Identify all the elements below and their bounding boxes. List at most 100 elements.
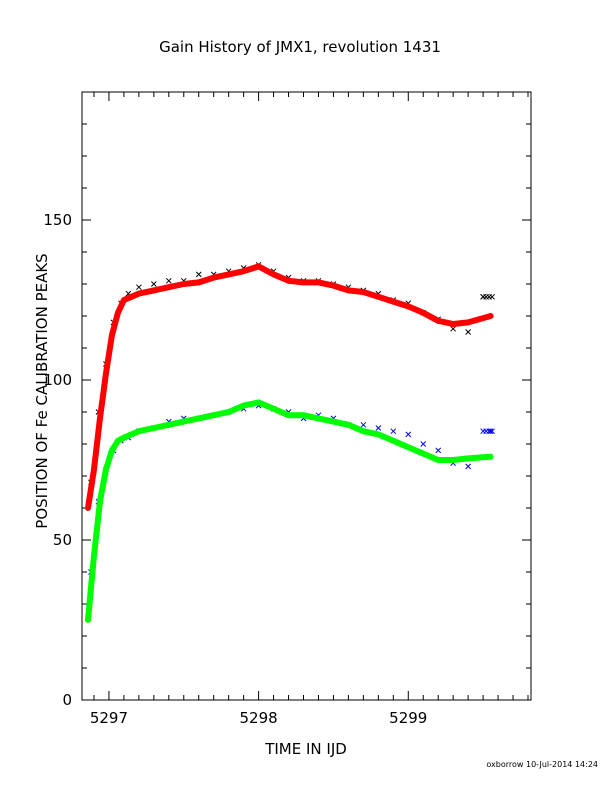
- data-point: [90, 553, 97, 559]
- data-point: [195, 271, 202, 278]
- data-point: [300, 279, 307, 286]
- series-1: [84, 263, 494, 511]
- y-tick-label: 100: [43, 371, 72, 389]
- data-point: [300, 412, 307, 419]
- plot-frame: [81, 91, 532, 701]
- data-point: [195, 415, 202, 422]
- chart-title: Gain History of JMX1, revolution 1431: [159, 38, 441, 56]
- data-point: [465, 463, 471, 470]
- data-point: [489, 428, 495, 435]
- y-axis-label: POSITION OF Fe CALIBRATION PEAKS: [33, 253, 51, 528]
- plot-area: [84, 261, 495, 623]
- data-point: [435, 317, 442, 324]
- data-point: [240, 268, 247, 275]
- data-point: [330, 418, 337, 425]
- data-point: [487, 313, 494, 319]
- data-point: [345, 287, 352, 294]
- data-point: [360, 428, 367, 435]
- data-point: [487, 428, 494, 435]
- footer-timestamp: oxborrow 10-Jul-2014 14:24: [486, 760, 598, 769]
- data-point: [390, 437, 397, 444]
- data-point: [330, 282, 337, 289]
- data-point: [465, 319, 472, 326]
- series-line: [84, 263, 494, 511]
- data-point: [225, 409, 232, 415]
- x-axis-label: TIME IN IJD: [264, 740, 347, 758]
- data-point: [487, 453, 494, 460]
- data-point: [108, 332, 115, 339]
- y-tick-label: 50: [53, 531, 72, 549]
- data-point: [96, 415, 103, 422]
- y-tick-label: 0: [62, 691, 72, 709]
- x-tick-label: 5299: [389, 709, 427, 727]
- data-point: [405, 444, 412, 451]
- x-tick-label: 5297: [90, 709, 128, 727]
- data-point: [450, 325, 457, 332]
- data-point: [165, 421, 172, 428]
- data-point: [165, 284, 172, 291]
- data-point: [375, 431, 382, 438]
- data-point: [225, 271, 232, 278]
- data-point: [390, 428, 397, 435]
- data-point: [390, 298, 397, 305]
- data-point: [435, 447, 442, 454]
- data-point: [150, 281, 157, 287]
- data-point: [102, 466, 109, 473]
- data-point: [435, 457, 442, 463]
- data-point: [375, 425, 382, 431]
- series-5: [480, 428, 495, 435]
- data-point: [420, 309, 427, 316]
- series-3: [84, 399, 494, 623]
- data-point: [84, 505, 91, 511]
- data-point: [210, 274, 217, 281]
- data-point: [136, 284, 142, 291]
- data-point: [285, 277, 292, 284]
- data-point: [165, 277, 172, 284]
- axes: 0 50 100 150 5297 5298 5299: [43, 91, 531, 727]
- data-point: [102, 370, 109, 377]
- data-point: [150, 425, 157, 431]
- data-point: [360, 421, 367, 428]
- data-point: [420, 450, 427, 457]
- data-point: [255, 263, 262, 270]
- data-point: [114, 437, 121, 444]
- series-0: [88, 261, 486, 486]
- data-point: [465, 455, 472, 462]
- data-point: [375, 293, 382, 300]
- data-point: [405, 303, 412, 310]
- data-point: [84, 617, 91, 623]
- data-point: [114, 309, 121, 316]
- series-4: [480, 293, 495, 300]
- data-point: [150, 287, 157, 294]
- data-point: [345, 421, 352, 428]
- data-point: [450, 457, 457, 463]
- x-tick-label: 5298: [240, 709, 278, 727]
- data-point: [270, 405, 277, 412]
- data-point: [450, 321, 457, 327]
- data-point: [120, 434, 127, 441]
- data-point: [255, 399, 262, 406]
- data-point: [135, 290, 142, 297]
- data-point: [96, 498, 103, 505]
- data-point: [135, 428, 142, 435]
- data-point: [360, 289, 367, 295]
- y-tick-label: 150: [43, 211, 72, 229]
- data-point: [315, 279, 322, 286]
- data-point: [240, 402, 247, 409]
- data-point: [420, 441, 427, 447]
- data-point: [465, 329, 471, 335]
- data-point: [195, 279, 202, 286]
- data-point: [180, 418, 187, 425]
- data-point: [285, 412, 292, 419]
- series-line: [84, 399, 494, 623]
- data-point: [489, 293, 495, 300]
- data-point: [108, 447, 115, 454]
- data-point: [120, 297, 127, 303]
- data-point: [90, 466, 97, 473]
- data-point: [315, 415, 322, 422]
- data-point: [405, 431, 412, 438]
- data-point: [180, 281, 187, 287]
- data-point: [270, 271, 277, 278]
- data-point: [210, 412, 217, 419]
